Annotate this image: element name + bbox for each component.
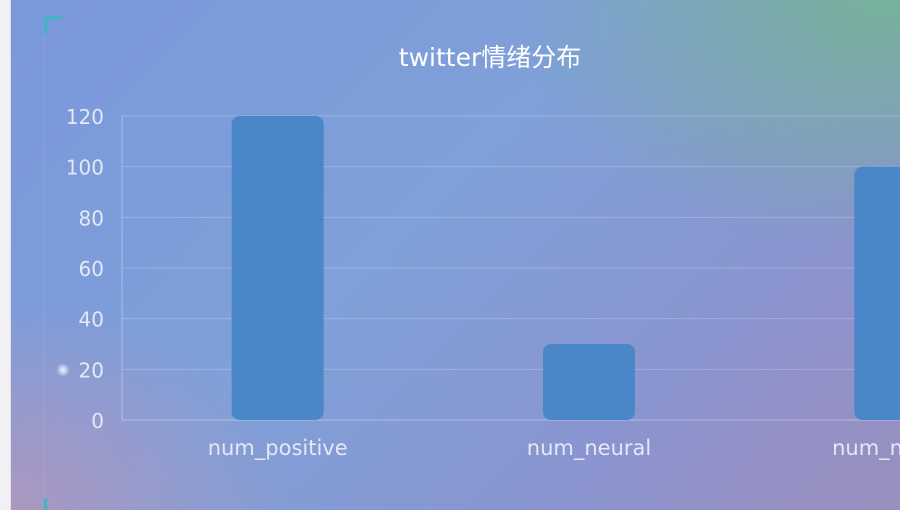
bar-num_neural bbox=[543, 344, 635, 420]
glow-dot bbox=[56, 363, 70, 377]
bars bbox=[231, 116, 900, 420]
left-panel-edge bbox=[0, 0, 11, 510]
chart-title: twitter情绪分布 bbox=[399, 43, 581, 72]
y-tick-label: 120 bbox=[66, 105, 104, 129]
x-tick-label: num_positive bbox=[208, 436, 348, 461]
x-tick-labels: num_positive num_neural num_nagtive bbox=[208, 436, 900, 461]
y-tick-labels: 0 20 40 60 80 100 120 bbox=[66, 105, 104, 433]
y-tick-label: 0 bbox=[91, 409, 104, 433]
bar-num_nagtive bbox=[854, 166, 900, 420]
panel-corner-top-left bbox=[44, 16, 62, 34]
panel-frame-line bbox=[44, 16, 45, 510]
bar-num_positive bbox=[231, 116, 324, 420]
y-tick-label: 20 bbox=[79, 358, 104, 382]
x-tick-label: num_neural bbox=[527, 436, 651, 461]
y-tick-label: 100 bbox=[66, 156, 104, 180]
y-tick-label: 60 bbox=[79, 257, 104, 281]
panel-corner-bottom-left bbox=[44, 498, 47, 510]
x-tick-label: num_nagtive bbox=[832, 436, 900, 461]
y-tick-label: 40 bbox=[79, 308, 104, 332]
y-tick-label: 80 bbox=[79, 206, 104, 230]
